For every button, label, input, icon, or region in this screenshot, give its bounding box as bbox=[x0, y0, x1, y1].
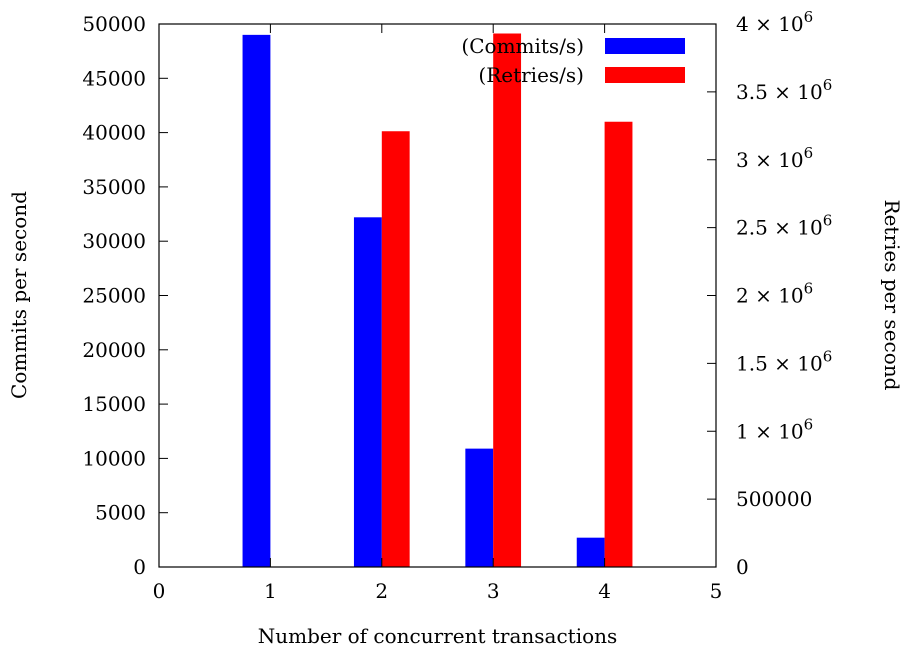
legend-label-retries: (Retries/s) bbox=[478, 63, 584, 87]
x-tick-label: 2 bbox=[375, 579, 388, 603]
legend-swatch-retries bbox=[605, 67, 685, 83]
bar-retries-2 bbox=[381, 131, 410, 567]
bar-retries-4 bbox=[604, 121, 633, 568]
x-tick-label: 3 bbox=[487, 579, 500, 603]
x-tick-label: 4 bbox=[598, 579, 611, 603]
legend: (Commits/s) (Retries/s) bbox=[461, 34, 685, 87]
y2-tick-label: 2 × 106 bbox=[736, 280, 813, 308]
y2-axis-label: Retries per second bbox=[880, 200, 904, 391]
y-tick-label: 15000 bbox=[82, 392, 146, 416]
ticks-group: 0 1 2 3 4 50500010000150002000025000300003500… bbox=[82, 8, 832, 603]
y-tick-label: 45000 bbox=[82, 66, 146, 90]
y-tick-label: 50000 bbox=[82, 12, 146, 36]
y-tick-label: 0 bbox=[133, 555, 146, 579]
y-tick-label: 20000 bbox=[82, 338, 146, 362]
y-tick-label: 10000 bbox=[82, 446, 146, 470]
y-tick-label: 30000 bbox=[82, 229, 146, 253]
bar-commits-2 bbox=[353, 217, 382, 568]
y-tick-label: 25000 bbox=[82, 284, 146, 308]
y-tick-label: 35000 bbox=[82, 175, 146, 199]
x-axis-label: Number of concurrent transactions bbox=[258, 624, 618, 648]
legend-swatch-commits bbox=[605, 38, 685, 54]
bar-retries-3 bbox=[493, 33, 522, 567]
plot-frame bbox=[158, 23, 717, 568]
x-tick-label: 5 bbox=[710, 579, 723, 603]
y2-tick-label: 3.5 × 106 bbox=[736, 76, 832, 104]
y2-tick-label: 1.5 × 106 bbox=[736, 347, 832, 375]
bars-group bbox=[242, 33, 633, 568]
x-tick-label: 1 bbox=[264, 579, 277, 603]
bar-commits-1 bbox=[242, 34, 271, 568]
y-tick-label: 40000 bbox=[82, 121, 146, 145]
y2-tick-label: 3 × 106 bbox=[736, 144, 813, 172]
y2-tick-label: 4 × 106 bbox=[736, 8, 813, 36]
y2-tick-label: 500000 bbox=[736, 487, 812, 511]
y-axis-label: Commits per second bbox=[7, 191, 31, 399]
x-tick-label: 0 bbox=[153, 579, 166, 603]
y2-tick-label: 0 bbox=[736, 555, 749, 579]
bar-commits-3 bbox=[465, 448, 494, 567]
y2-tick-label: 2.5 × 106 bbox=[736, 212, 832, 240]
legend-label-commits: (Commits/s) bbox=[461, 34, 584, 58]
y-tick-label: 5000 bbox=[95, 501, 146, 525]
bar-commits-4 bbox=[576, 537, 605, 567]
y2-tick-label: 1 × 106 bbox=[736, 415, 813, 443]
